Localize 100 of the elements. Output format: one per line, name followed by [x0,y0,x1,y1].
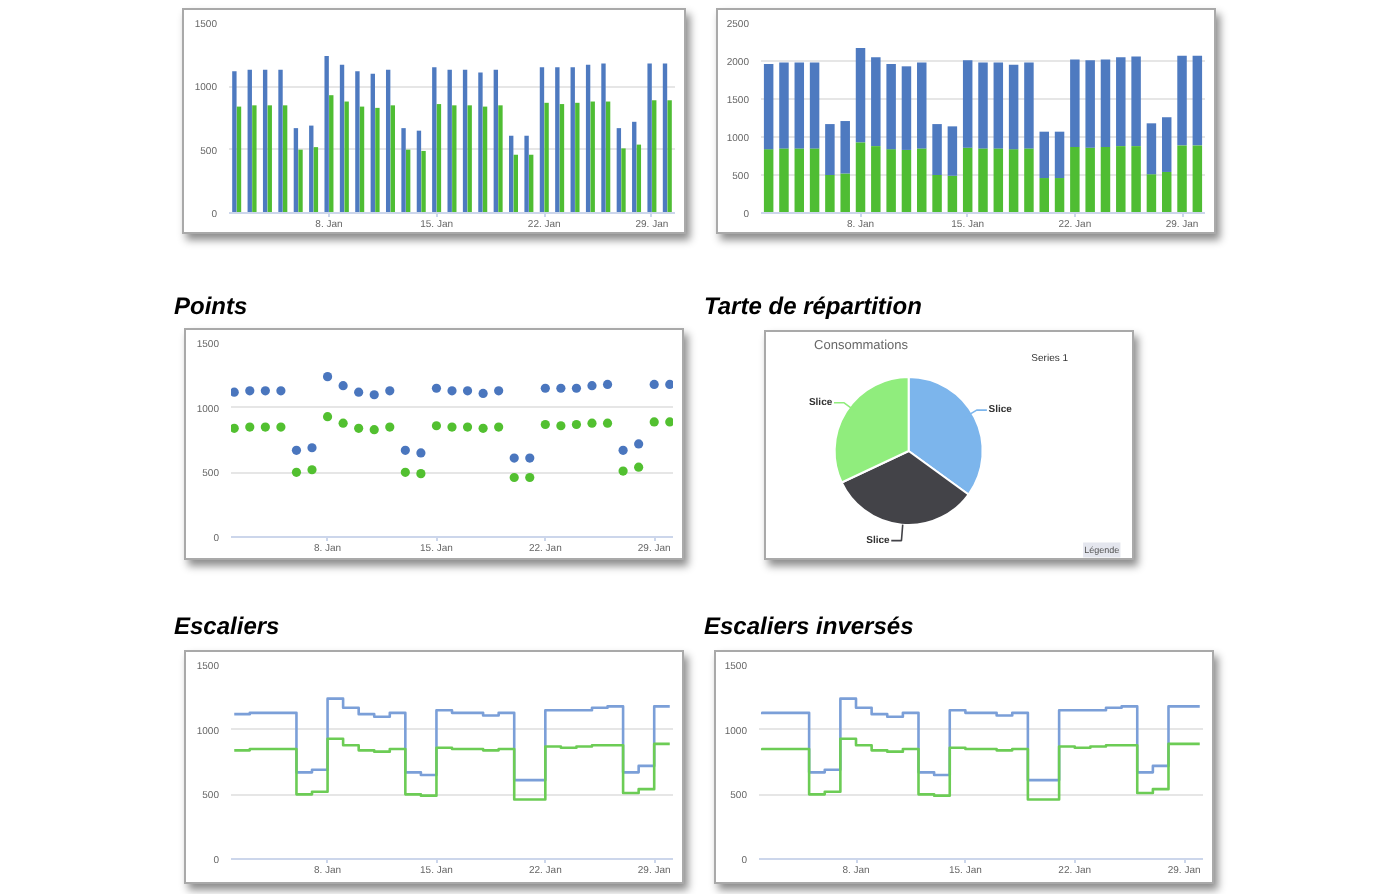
bar [1039,131,1049,179]
bar [570,67,575,213]
bar [1192,55,1203,146]
bar [809,148,820,213]
bar [232,71,237,213]
bar [1085,147,1095,213]
point [260,386,270,396]
bar [247,69,252,213]
bar [524,135,529,213]
bar [917,148,927,213]
bar [809,62,820,149]
point [385,386,395,396]
bar [855,142,866,213]
bar [590,101,595,213]
bar [436,104,442,213]
point [245,422,255,432]
point [649,379,659,389]
point [556,421,566,431]
bar [947,175,958,213]
point [462,386,473,396]
bar [385,69,391,213]
point [338,418,348,428]
bar [355,71,360,213]
bar [1131,146,1141,213]
bar [555,67,560,213]
point [447,422,457,432]
point [618,466,628,476]
point [665,417,673,427]
bar [1024,62,1034,149]
bar [1116,146,1126,213]
bar [662,63,668,213]
bar [432,67,437,213]
bar [1008,149,1019,213]
bar [962,60,973,148]
bar [605,101,611,213]
bar [962,147,973,213]
point [307,443,317,453]
bar [329,95,334,213]
point [260,422,270,432]
bar [293,128,299,213]
bar [262,69,268,213]
bar [1024,148,1034,213]
point [571,383,582,393]
bar [886,64,896,150]
bar [375,107,380,213]
bar [559,104,565,213]
point [276,422,286,432]
bar [825,124,835,175]
point [478,423,488,433]
point [525,453,535,463]
bar [1054,131,1065,179]
point [525,472,535,483]
bar [1039,178,1049,213]
point [540,419,550,430]
bar [544,102,549,213]
bar [825,175,835,213]
bar [1161,117,1172,172]
bar [1070,146,1080,213]
bar [632,121,637,213]
bar [779,62,789,149]
bar [871,57,881,147]
bar [621,148,626,213]
point [245,386,255,396]
bar [652,100,657,213]
bar [390,105,395,213]
bar [309,125,314,213]
point [602,379,613,389]
point [462,422,473,432]
bar [478,72,483,213]
bar [763,149,774,213]
bar [993,148,1004,213]
point [649,417,659,427]
bar [1116,57,1126,147]
point [571,419,582,430]
bar [1070,59,1080,147]
bar [401,128,406,213]
point [447,386,457,396]
point [322,372,333,382]
bar [298,149,303,213]
point [618,445,628,455]
bar [493,69,499,213]
bar [339,64,345,213]
bar [871,146,881,213]
bar [482,106,488,213]
point [509,453,519,463]
bar [1177,55,1187,146]
point [385,422,395,432]
point [509,472,519,483]
bar [1146,123,1157,175]
bar [1146,174,1157,213]
bar [447,69,452,213]
bar [585,64,591,213]
bar [901,66,912,150]
point [338,381,348,391]
point [369,390,379,400]
bar [901,149,912,213]
bar [359,106,365,213]
bar [794,62,805,149]
bar [932,175,942,213]
point [231,387,239,397]
